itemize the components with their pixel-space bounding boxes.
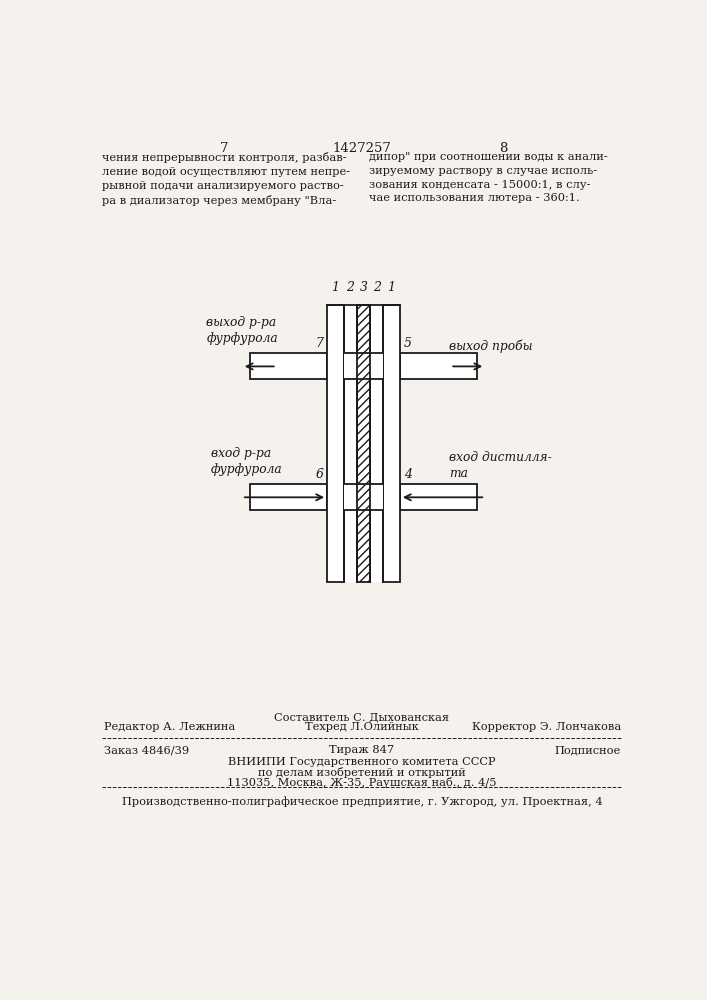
Bar [356, 353, 370, 379]
Text: Заказ 4846/39: Заказ 4846/39 [104, 745, 189, 755]
Text: вход р-ра
фурфурола: вход р-ра фурфурола [211, 447, 283, 476]
Text: вход дистилля-
та: вход дистилля- та [449, 451, 551, 480]
Text: выход р-ра
фурфурола: выход р-ра фурфурола [206, 316, 278, 345]
Text: 2: 2 [346, 281, 354, 294]
Bar [356, 305, 370, 582]
Text: 6: 6 [315, 468, 323, 481]
Bar [344, 484, 356, 510]
Text: 2: 2 [373, 281, 380, 294]
Text: 7: 7 [315, 337, 323, 350]
Text: ВНИИПИ Государственного комитета СССР: ВНИИПИ Государственного комитета СССР [228, 757, 496, 767]
Bar [370, 484, 383, 510]
Text: Корректор Э. Лончакова: Корректор Э. Лончакова [472, 722, 621, 732]
Text: Составитель С. Дыхованская: Составитель С. Дыхованская [274, 712, 450, 722]
Text: 7: 7 [220, 142, 228, 155]
Bar [250, 484, 327, 510]
Bar [370, 353, 383, 379]
Bar [344, 353, 356, 379]
Text: Производственно-полиграфическое предприятие, г. Ужгород, ул. Проектная, 4: Производственно-полиграфическое предприя… [122, 796, 602, 807]
Text: 8: 8 [499, 142, 507, 155]
Bar [383, 305, 400, 582]
Text: 1: 1 [387, 281, 395, 294]
Text: 3: 3 [359, 281, 368, 294]
Bar [370, 305, 383, 582]
Bar [400, 484, 477, 510]
Bar [250, 353, 327, 379]
Bar [400, 353, 477, 379]
Bar [344, 305, 356, 582]
Bar [327, 305, 344, 582]
Text: 1427257: 1427257 [332, 142, 392, 155]
Text: дипор" при соотношении воды к анали-
зируемому раствору в случае исполь-
зования: дипор" при соотношении воды к анали- зир… [369, 152, 608, 203]
Bar [356, 484, 370, 510]
Text: по делам изобретений и открытий: по делам изобретений и открытий [258, 767, 466, 778]
Text: Тираж 847: Тираж 847 [329, 745, 395, 755]
Text: Техред Л.Олийнык: Техред Л.Олийнык [305, 722, 419, 732]
Text: 5: 5 [404, 337, 411, 350]
Text: 1: 1 [332, 281, 339, 294]
Text: выход пробы: выход пробы [449, 339, 532, 353]
Text: 113035, Москва, Ж-35, Раушская наб., д. 4/5: 113035, Москва, Ж-35, Раушская наб., д. … [227, 777, 497, 788]
Text: чения непрерывности контроля, разбав-
ление водой осуществляют путем непре-
рывн: чения непрерывности контроля, разбав- ле… [103, 152, 351, 206]
Text: Подписное: Подписное [554, 745, 621, 755]
Text: 4: 4 [404, 468, 411, 481]
Text: Редактор А. Лежнина: Редактор А. Лежнина [104, 722, 235, 732]
